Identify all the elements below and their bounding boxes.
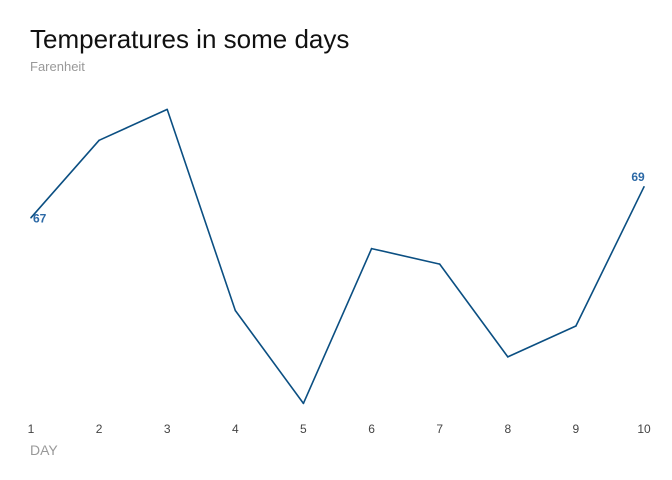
data-point-8 [507,356,509,358]
data-label-10: 69 [631,170,645,184]
x-tick-label-8: 8 [504,422,511,436]
data-label-1: 67 [33,212,47,226]
x-tick-label-9: 9 [573,422,580,436]
chart-subtitle: Farenheit [30,59,85,74]
data-point-9 [575,325,577,327]
x-tick-label-7: 7 [436,422,443,436]
data-point-2 [98,139,100,142]
x-tick-label-10: 10 [637,422,651,436]
data-point-6 [370,247,373,250]
data-point-1 [30,216,32,219]
x-tick-label-4: 4 [232,422,239,436]
data-point-10 [643,186,645,188]
chart-title: Temperatures in some days [30,24,350,54]
data-point-3 [166,108,168,111]
x-tick-label-3: 3 [164,422,171,436]
x-tick-label-2: 2 [96,422,103,436]
data-point-4 [234,309,237,312]
series-layer [30,108,645,405]
x-tick-label-1: 1 [28,422,35,436]
x-axis-ticks: 1 2 3 4 5 6 7 8 9 10 [28,422,651,436]
data-point-7 [438,263,441,265]
data-point-5 [302,402,305,405]
data-labels: 67 69 [33,170,645,226]
x-axis-title: DAY [30,442,58,458]
series-line-0 [30,108,645,405]
x-tick-label-5: 5 [300,422,307,436]
x-tick-label-6: 6 [368,422,375,436]
